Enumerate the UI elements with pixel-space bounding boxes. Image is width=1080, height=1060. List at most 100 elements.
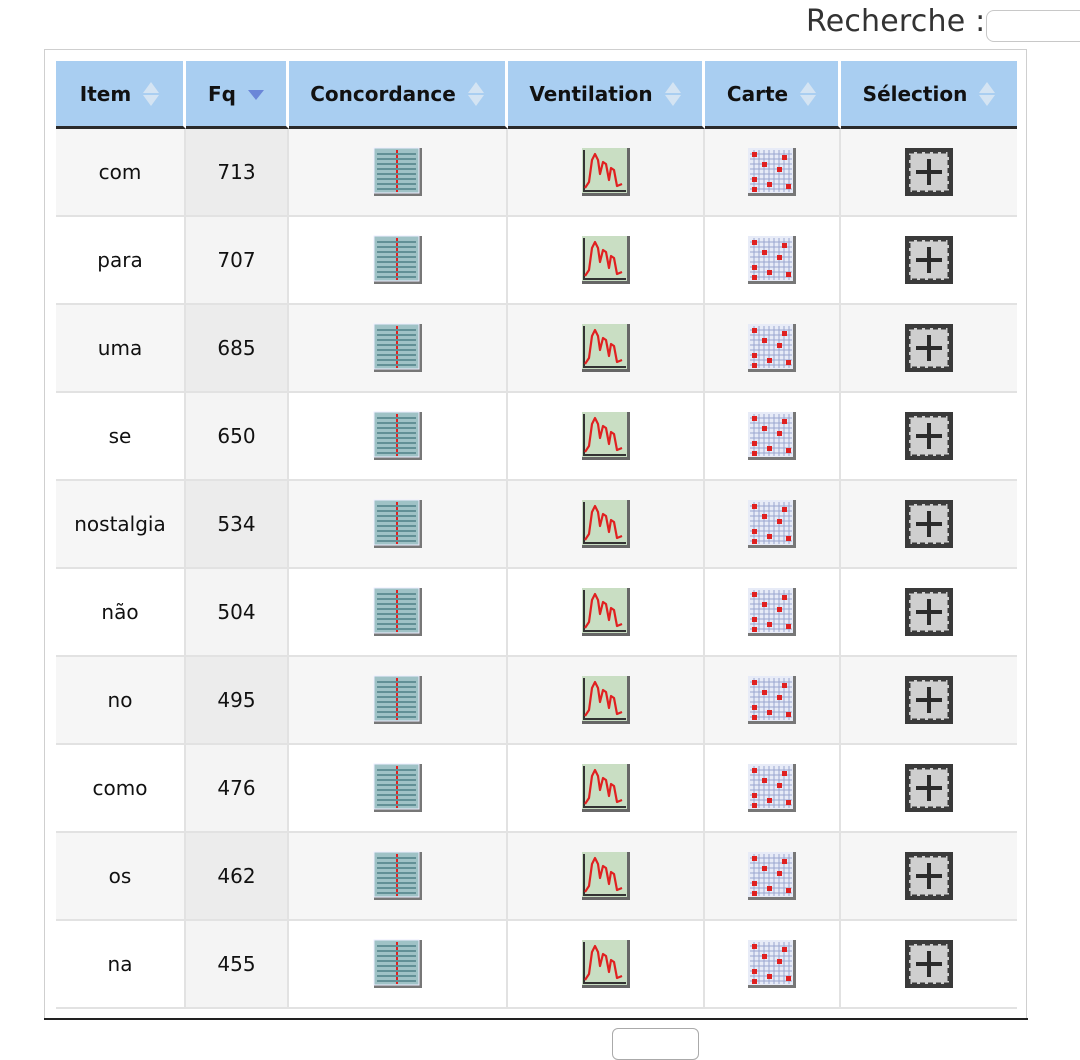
cell-ventilation <box>508 921 705 1009</box>
ventilation-chart-icon[interactable] <box>580 762 632 814</box>
cell-concordance <box>289 569 508 657</box>
ventilation-chart-icon[interactable] <box>580 498 632 550</box>
sort-both-icon <box>664 80 681 108</box>
cell-carte <box>705 481 841 569</box>
concordance-icon[interactable] <box>372 850 424 902</box>
cell-concordance <box>289 481 508 569</box>
column-header-fq[interactable]: Fq <box>186 61 289 129</box>
column-header-item[interactable]: Item <box>56 61 186 129</box>
cell-carte <box>705 393 841 481</box>
concordance-icon[interactable] <box>372 586 424 638</box>
add-selection-icon[interactable] <box>903 762 955 814</box>
ventilation-chart-icon[interactable] <box>580 234 632 286</box>
results-table-container: Item Fq Concordance Ventilation Carte Sé… <box>44 49 1027 1019</box>
cell-carte <box>705 129 841 217</box>
ventilation-chart-icon[interactable] <box>580 850 632 902</box>
table-row: como 476 <box>56 745 1017 833</box>
cell-selection <box>841 481 1017 569</box>
map-grid-icon[interactable] <box>746 850 798 902</box>
sort-both-icon <box>467 80 484 108</box>
map-grid-icon[interactable] <box>746 410 798 462</box>
add-selection-icon[interactable] <box>903 850 955 902</box>
table-row: nostalgia 534 <box>56 481 1017 569</box>
cell-item: para <box>56 217 186 305</box>
add-selection-icon[interactable] <box>903 586 955 638</box>
add-selection-icon[interactable] <box>903 938 955 990</box>
cell-carte <box>705 305 841 393</box>
map-grid-icon[interactable] <box>746 234 798 286</box>
cell-concordance <box>289 305 508 393</box>
cell-item: como <box>56 745 186 833</box>
cell-ventilation <box>508 305 705 393</box>
concordance-icon[interactable] <box>372 410 424 462</box>
cell-fq: 685 <box>186 305 289 393</box>
table-row: se 650 <box>56 393 1017 481</box>
cell-selection <box>841 569 1017 657</box>
add-selection-icon[interactable] <box>903 146 955 198</box>
cell-concordance <box>289 657 508 745</box>
add-selection-icon[interactable] <box>903 234 955 286</box>
cell-fq: 455 <box>186 921 289 1009</box>
column-header-selection[interactable]: Sélection <box>841 61 1017 129</box>
cell-selection <box>841 217 1017 305</box>
cell-ventilation <box>508 217 705 305</box>
map-grid-icon[interactable] <box>746 586 798 638</box>
concordance-icon[interactable] <box>372 234 424 286</box>
map-grid-icon[interactable] <box>746 146 798 198</box>
table-row: para 707 <box>56 217 1017 305</box>
cell-ventilation <box>508 393 705 481</box>
cell-fq: 534 <box>186 481 289 569</box>
cell-concordance <box>289 833 508 921</box>
add-selection-icon[interactable] <box>903 498 955 550</box>
cell-fq: 495 <box>186 657 289 745</box>
search-label: Recherche : <box>806 4 986 39</box>
cell-concordance <box>289 129 508 217</box>
map-grid-icon[interactable] <box>746 498 798 550</box>
column-header-concordance[interactable]: Concordance <box>289 61 508 129</box>
ventilation-chart-icon[interactable] <box>580 322 632 374</box>
cell-carte <box>705 217 841 305</box>
map-grid-icon[interactable] <box>746 762 798 814</box>
ventilation-chart-icon[interactable] <box>580 586 632 638</box>
ventilation-chart-icon[interactable] <box>580 146 632 198</box>
table-header-row: Item Fq Concordance Ventilation Carte Sé… <box>56 61 1017 129</box>
cell-fq: 650 <box>186 393 289 481</box>
column-header-ventilation[interactable]: Ventilation <box>508 61 705 129</box>
sort-both-icon <box>143 80 160 108</box>
sort-both-icon <box>800 80 817 108</box>
ventilation-chart-icon[interactable] <box>580 410 632 462</box>
concordance-icon[interactable] <box>372 674 424 726</box>
ventilation-chart-icon[interactable] <box>580 938 632 990</box>
concordance-icon[interactable] <box>372 498 424 550</box>
cell-item: no <box>56 657 186 745</box>
ventilation-chart-icon[interactable] <box>580 674 632 726</box>
table-row: na 455 <box>56 921 1017 1009</box>
sort-both-icon <box>979 80 996 108</box>
concordance-icon[interactable] <box>372 938 424 990</box>
sort-descending-icon <box>247 80 264 108</box>
column-header-carte[interactable]: Carte <box>705 61 841 129</box>
concordance-icon[interactable] <box>372 146 424 198</box>
cell-selection <box>841 393 1017 481</box>
table-bottom-border <box>44 1018 1028 1020</box>
table-row: não 504 <box>56 569 1017 657</box>
search-input[interactable] <box>986 10 1080 42</box>
add-selection-icon[interactable] <box>903 410 955 462</box>
map-grid-icon[interactable] <box>746 674 798 726</box>
add-selection-icon[interactable] <box>903 322 955 374</box>
cell-carte <box>705 569 841 657</box>
cell-ventilation <box>508 833 705 921</box>
results-table: Item Fq Concordance Ventilation Carte Sé… <box>56 61 1017 1009</box>
cell-selection <box>841 745 1017 833</box>
map-grid-icon[interactable] <box>746 938 798 990</box>
map-grid-icon[interactable] <box>746 322 798 374</box>
table-row: uma 685 <box>56 305 1017 393</box>
add-selection-icon[interactable] <box>903 674 955 726</box>
pagination-box[interactable] <box>612 1028 699 1060</box>
concordance-icon[interactable] <box>372 322 424 374</box>
concordance-icon[interactable] <box>372 762 424 814</box>
cell-selection <box>841 921 1017 1009</box>
table-row: os 462 <box>56 833 1017 921</box>
cell-selection <box>841 129 1017 217</box>
cell-fq: 713 <box>186 129 289 217</box>
